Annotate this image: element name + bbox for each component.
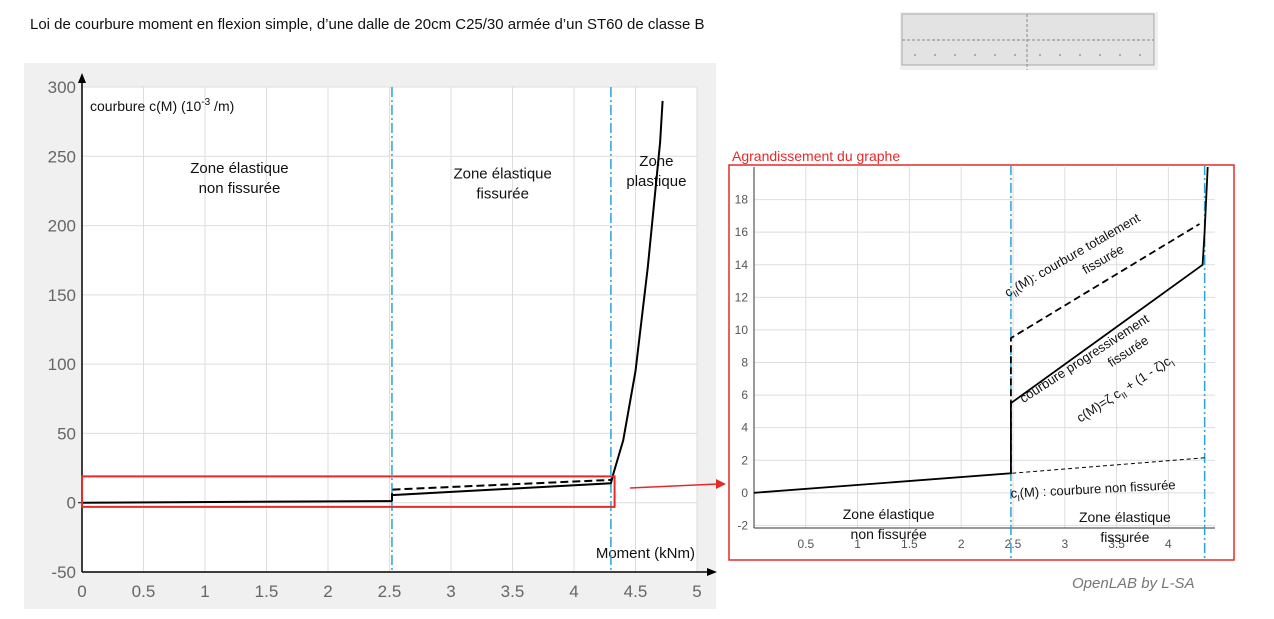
zoom-y-tick-label: 6 [741, 388, 748, 402]
zoom-x-tick-label: 2 [958, 537, 965, 551]
zoom-x-tick-label: 2.5 [1005, 537, 1022, 551]
main-y-axis-label: courbure c(M) (10-3 /m) [90, 97, 234, 114]
main-series-line [391, 100, 664, 502]
main-y-tick-label: 100 [48, 355, 76, 374]
page-title: Loi de courbure moment en flexion simple… [30, 16, 705, 33]
main-zoom-region-box [81, 475, 616, 508]
main-x-tick-label: 0 [77, 582, 86, 601]
zoom-y-tick-label: 10 [735, 323, 749, 337]
main-x-tick-label: 2.5 [378, 582, 402, 601]
zoom-y-tick-label: 0 [741, 486, 748, 500]
zoom-zone-label: non fissurée [851, 526, 927, 542]
zoom-chart-title: Agrandissement du graphe [732, 148, 900, 164]
main-y-tick-label: 300 [48, 78, 76, 97]
main-x-tick-label: 4 [569, 582, 578, 601]
main-x-tick-label: 0.5 [132, 582, 156, 601]
main-x-tick-label: 2 [323, 582, 332, 601]
main-zone-label: non fissurée [199, 180, 281, 197]
zoom-x-tick-label: 1.5 [901, 537, 918, 551]
zoom-y-tick-label: 18 [735, 193, 749, 207]
zoom-connector-arrow [629, 483, 719, 489]
zoom-x-tick-label: 3 [1061, 537, 1068, 551]
zoom-connector-arrowhead [716, 479, 726, 489]
main-y-tick-label: 50 [57, 424, 76, 443]
main-y-tick-label: 200 [48, 217, 76, 236]
slab-section-drawing [901, 13, 1155, 70]
slab-cross-section-thumbnail [900, 12, 1158, 70]
main-zone-label: Zone élastique [190, 160, 288, 177]
main-x-axis-label: Moment (kNm) [596, 545, 695, 562]
main-zone-label: Zone [639, 153, 673, 170]
zoom-x-tick-label: 0.5 [797, 537, 814, 551]
main-y-tick-label: -50 [51, 563, 76, 582]
main-x-tick-label: 3 [446, 582, 455, 601]
zoom-y-tick-label: 12 [735, 290, 749, 304]
zoom-x-tick-label: 4 [1165, 537, 1172, 551]
main-y-axis-arrow [78, 73, 86, 83]
zoom-zone-label: Zone élastique [843, 506, 935, 522]
main-x-tick-label: 4.5 [624, 582, 648, 601]
zoom-y-tick-label: 4 [741, 421, 748, 435]
zoom-x-tick-label: 3.5 [1108, 537, 1125, 551]
zoom-y-tick-label: -2 [737, 518, 748, 532]
zoom-zone-label: fissurée [1100, 529, 1149, 545]
main-x-axis-arrow [707, 568, 717, 576]
main-y-tick-label: 150 [48, 286, 76, 305]
zoom-y-tick-label: 16 [735, 225, 749, 239]
main-x-tick-label: 5 [692, 582, 701, 601]
main-chart: 0 0.5 1 1.5 2 2.5 3 3.5 4 4.5 5-500501001502002503… [24, 63, 717, 609]
zoom-y-tick-label: 14 [735, 258, 749, 272]
credit-text: OpenLAB by L-SA [1072, 575, 1195, 592]
zoom-zone-label: Zone élastique [1079, 509, 1171, 525]
main-zone-label: Zone élastique [453, 165, 551, 182]
zoom-series-line [753, 166, 1209, 494]
main-y-tick-label: 250 [48, 147, 76, 166]
zoom-y-tick-label: 2 [741, 453, 748, 467]
main-y-tick-label: 0 [67, 494, 76, 513]
main-x-tick-label: 1 [200, 582, 209, 601]
zoom-y-tick-label: 8 [741, 356, 748, 370]
zoom-chart: Agrandissement du graphe 0.5 1 1.5 2 2.5 3 3.5 4… [728, 148, 1235, 561]
main-x-tick-label: 3.5 [501, 582, 525, 601]
main-series-line [81, 500, 393, 504]
main-x-tick-label: 1.5 [255, 582, 279, 601]
main-zone-label: fissurée [476, 185, 529, 202]
zoom-x-tick-label: 1 [854, 537, 861, 551]
